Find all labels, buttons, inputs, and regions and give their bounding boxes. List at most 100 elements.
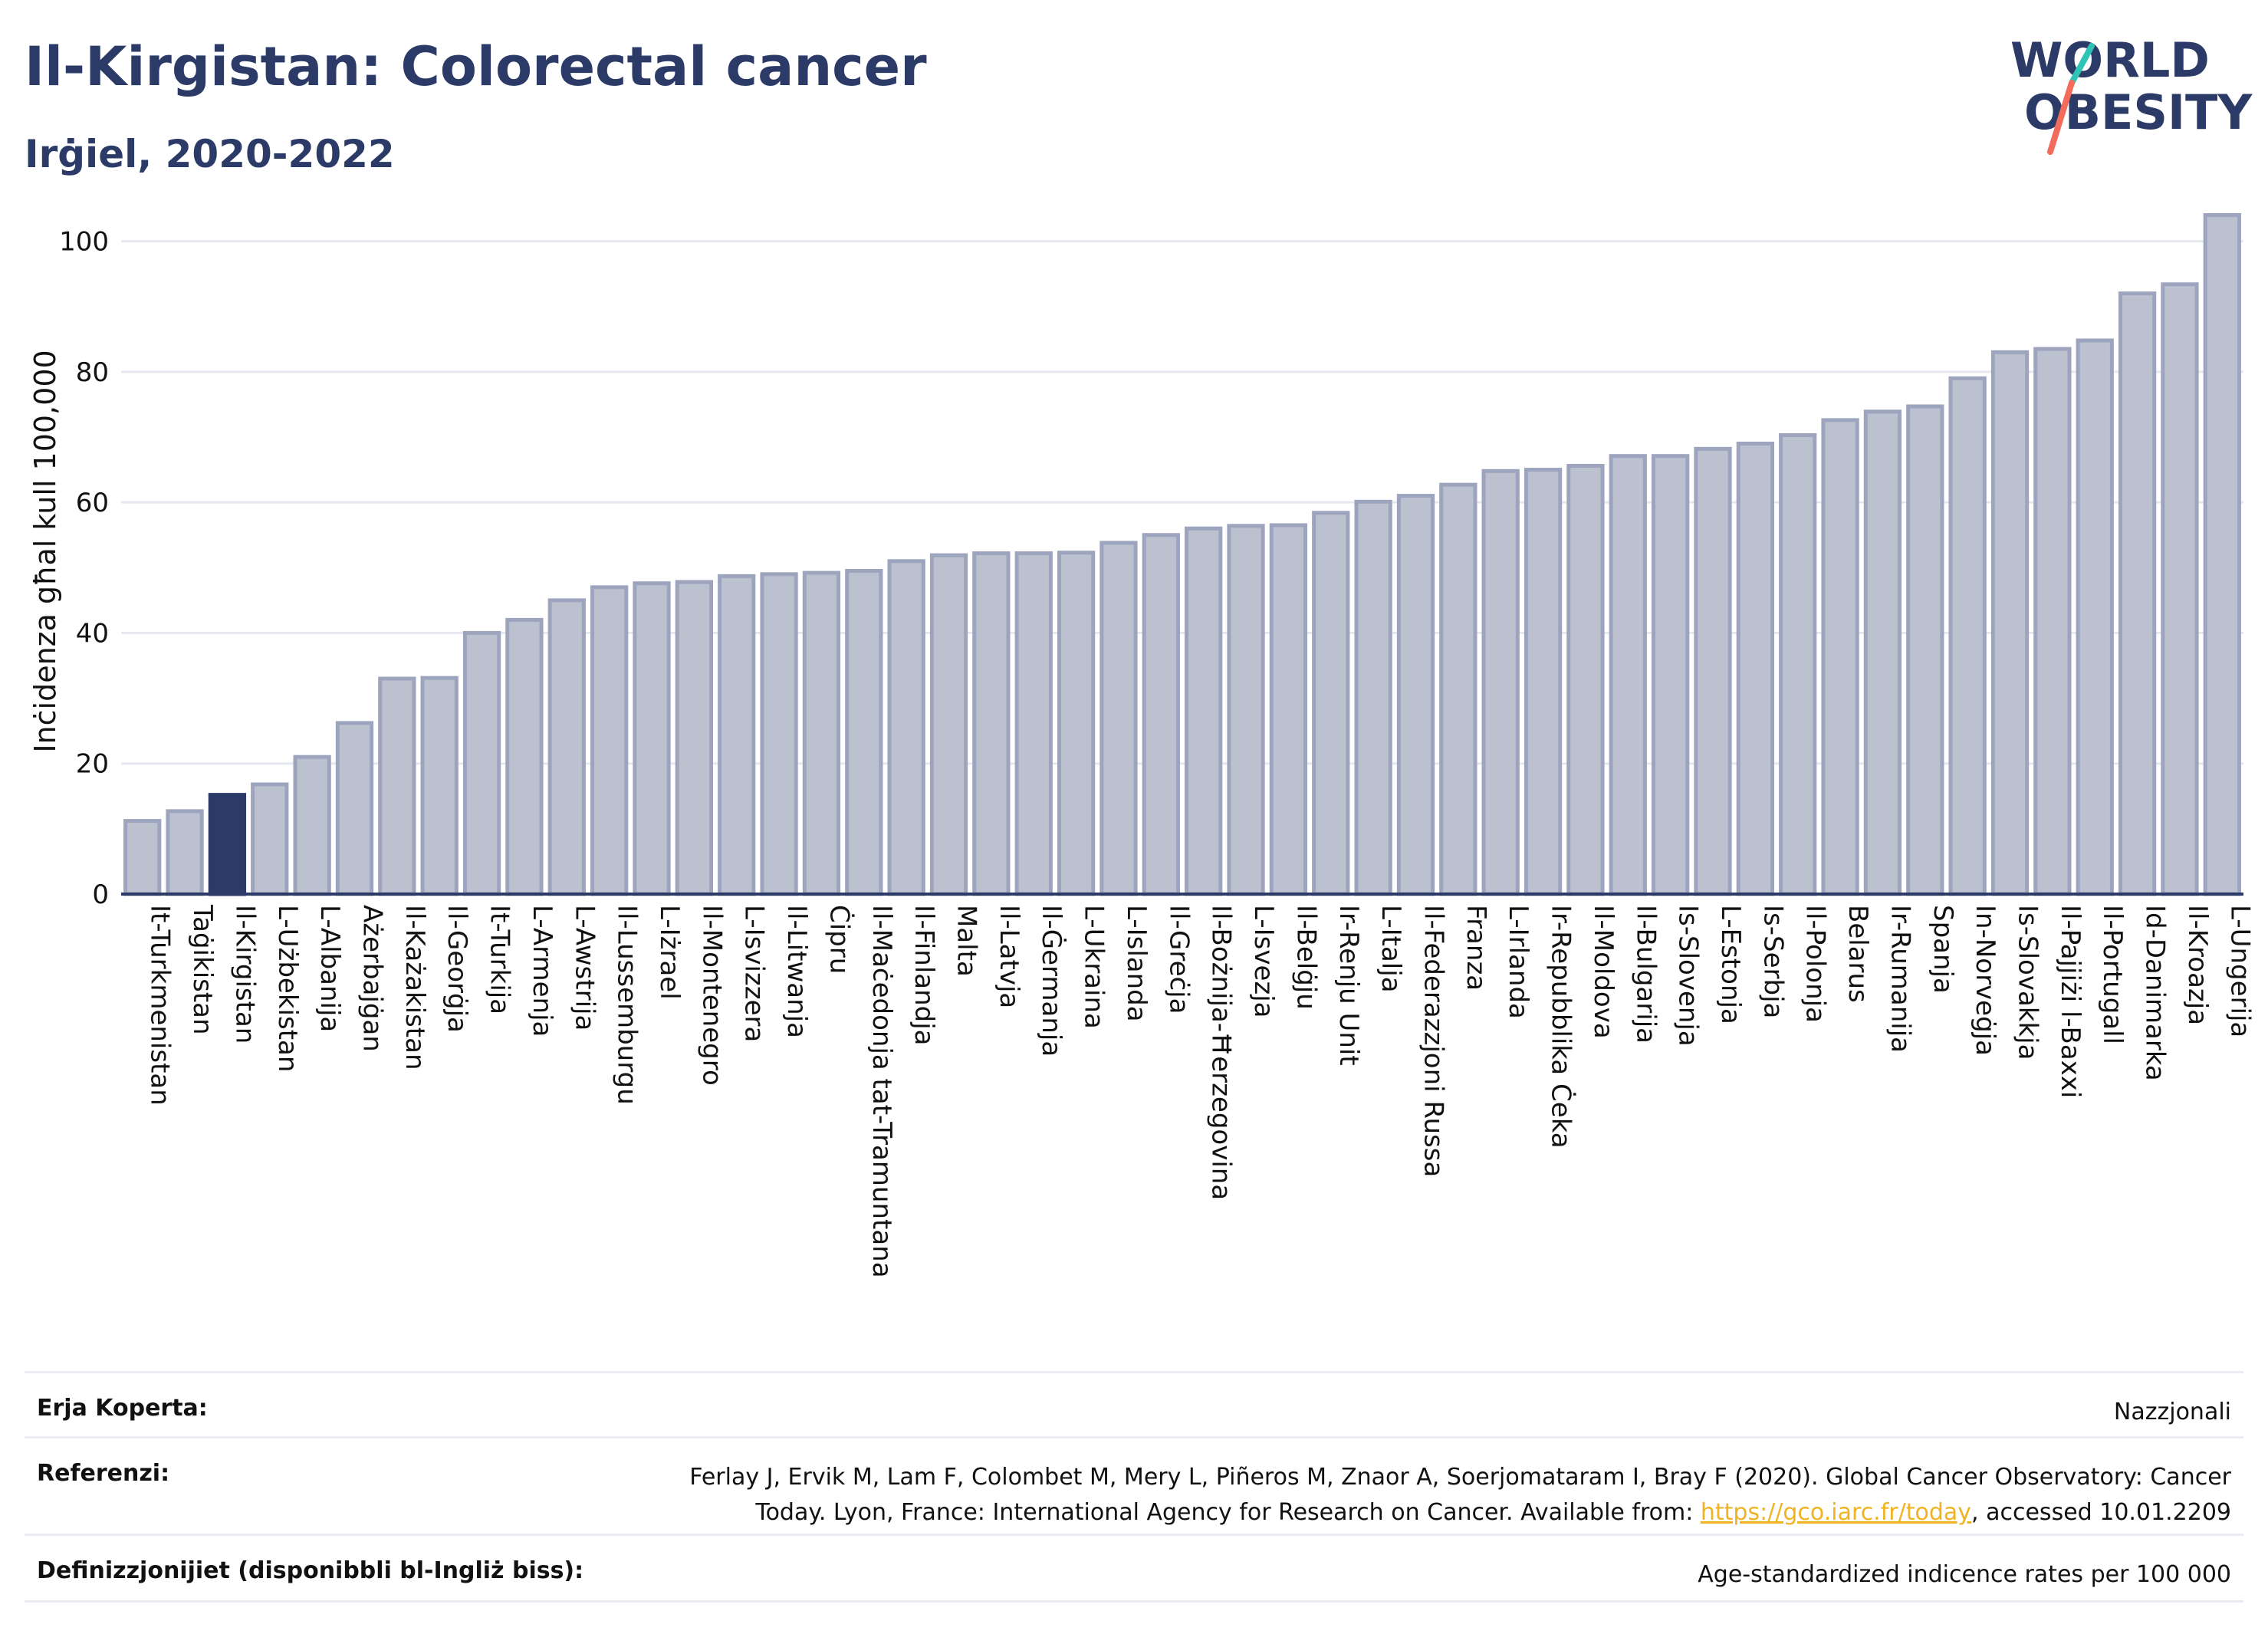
x-tick-label: It-Turkija — [485, 905, 515, 1014]
bar — [2076, 338, 2114, 896]
bar — [251, 782, 289, 896]
x-tick-label: Il-Latvja — [994, 905, 1024, 1008]
bar — [1312, 511, 1350, 896]
chart-title: Il-Kirgistan: Colorectal cancer — [25, 35, 927, 98]
x-tick-label: Id-Danimarka — [2140, 905, 2171, 1081]
bar — [2033, 347, 2072, 896]
bar — [633, 581, 671, 896]
bar — [675, 580, 714, 896]
x-tick-label: L-Isvizzera — [739, 905, 770, 1042]
bar — [2203, 213, 2241, 896]
world-obesity-logo: WORLD OBESITY — [2010, 32, 2253, 155]
chart-subtitle: Irġiel, 2020-2022 — [25, 132, 395, 176]
meta-value-area: Nazzjonali — [2113, 1399, 2231, 1425]
bar — [1906, 404, 1944, 896]
meta-row-area: Erja Koperta: Nazzjonali — [25, 1371, 2243, 1436]
x-tick-label: It-Turkmenistan — [145, 905, 176, 1106]
x-tick-label: In-Norveġja — [1970, 905, 2000, 1056]
y-tick-label: 20 — [76, 749, 109, 780]
bar — [335, 721, 374, 896]
x-tick-label: Belarus — [1842, 905, 1873, 1003]
x-tick-label: L-Isvezja — [1248, 905, 1279, 1018]
bar — [1694, 446, 1732, 896]
bar — [2118, 291, 2157, 896]
x-tick-label: Ażerbajġan — [357, 905, 387, 1052]
bar — [1396, 494, 1435, 896]
y-tick-label: 80 — [76, 357, 109, 388]
bar — [2161, 282, 2199, 896]
bar — [1481, 469, 1520, 896]
bar — [1439, 482, 1477, 896]
logo-slash-bottom — [2047, 80, 2075, 155]
y-tick-label: 100 — [59, 227, 109, 258]
x-tick-label: Il-Bożnija-Ħerzegovina — [1206, 905, 1237, 1200]
bar — [420, 676, 459, 896]
bar — [166, 809, 204, 896]
logo-slash-top — [2069, 43, 2095, 86]
meta-label-references: Referenzi: — [37, 1460, 170, 1487]
x-tick-label: Il-Federazzjoni Russa — [1418, 905, 1448, 1177]
bar — [1057, 551, 1096, 896]
x-tick-label: Il-Greċja — [1163, 905, 1194, 1014]
x-tick-label: Il-Kroazja — [2182, 905, 2213, 1025]
bar — [505, 617, 544, 896]
bar — [1990, 350, 2030, 896]
x-tick-label: L-Ungerija — [2224, 905, 2255, 1037]
reference-text-line1: Ferlay J, Ervik M, Lam F, Colombet M, Me… — [689, 1464, 2231, 1491]
bar — [1566, 463, 1605, 896]
bar — [1863, 409, 1902, 896]
y-axis-label: Inċidenza għal kull 100,000 — [28, 350, 62, 752]
x-tick-label: Ir-Rumanija — [1885, 905, 1915, 1053]
y-tick-label: 60 — [76, 488, 109, 518]
bar — [547, 598, 586, 896]
bar — [462, 630, 501, 896]
bar — [1609, 454, 1647, 896]
bar — [1948, 376, 1987, 896]
meta-row-references: Referenzi: Ferlay J, Ervik M, Lam F, Col… — [25, 1436, 2243, 1534]
bar-chart: 0 20 40 60 80 100 Inċidenza għal kull 100,000 I… — [28, 213, 2255, 1278]
x-tick-label: L-Ukraina — [1079, 905, 1109, 1029]
x-tick-label: Spanja — [1928, 905, 1958, 994]
x-tick-label: Il-Portugall — [2097, 905, 2128, 1044]
bar — [1014, 551, 1053, 896]
reference-link[interactable]: https://gco.iarc.fr/today — [1700, 1499, 1972, 1526]
bar — [293, 755, 331, 896]
meta-value-references: Ferlay J, Ervik M, Lam F, Colombet M, Me… — [621, 1460, 2231, 1530]
bar — [1099, 541, 1138, 896]
x-tick-label: Il-Maċedonja tat-Tramuntana — [866, 905, 897, 1278]
x-tick-label: L-Irlanda — [1503, 905, 1533, 1019]
x-tick-label: Il-Belġju — [1290, 905, 1321, 1010]
x-tick-label: L-Italja — [1376, 905, 1406, 993]
x-tick-label: Il-Każakistan — [399, 905, 430, 1070]
bar — [123, 819, 162, 896]
x-tick-label: Is-Serbja — [1757, 905, 1788, 1018]
x-tick-label: L-Armenja — [527, 905, 557, 1037]
x-tick-label: Ċipru — [823, 905, 855, 974]
x-tick-label: Il-Moldova — [1588, 905, 1619, 1039]
reference-text-accessed: , accessed 10.01.2209 — [1971, 1499, 2231, 1526]
x-tick-label: Il-Georġja — [442, 905, 472, 1033]
x-tick-label: Il-Lussemburgu — [612, 905, 643, 1105]
bar — [378, 676, 416, 896]
bar — [1779, 432, 1817, 896]
x-tick-label: Is-Slovenja — [1673, 905, 1704, 1047]
bar — [718, 574, 756, 896]
bar — [1524, 468, 1563, 896]
x-tick-label: Franza — [1461, 905, 1491, 991]
bar — [1269, 523, 1308, 896]
bar — [845, 569, 883, 896]
bar — [887, 559, 925, 896]
x-tick-label: Il-Bulgarija — [1630, 905, 1661, 1044]
x-tick-label: L-Użbekistan — [272, 905, 303, 1072]
x-tick-label: Malta — [952, 905, 982, 977]
y-tick-label: 0 — [92, 879, 109, 910]
meta-row-definitions: Definizzjonijiet (disponibbli bl-Ingliż … — [25, 1534, 2243, 1603]
bar — [802, 570, 841, 896]
x-tick-label: Ir-Repubblika Ċeka — [1546, 905, 1577, 1149]
x-tick-label: Is-Slovakkja — [2013, 905, 2043, 1060]
x-tick-label: L-Estonja — [1715, 905, 1746, 1024]
x-tick-label: Il-Polonja — [1800, 905, 1831, 1023]
y-tick-label: 40 — [76, 618, 109, 649]
x-tick-label: Taġikistan — [187, 904, 218, 1035]
meta-label-area: Erja Koperta: — [37, 1395, 208, 1422]
